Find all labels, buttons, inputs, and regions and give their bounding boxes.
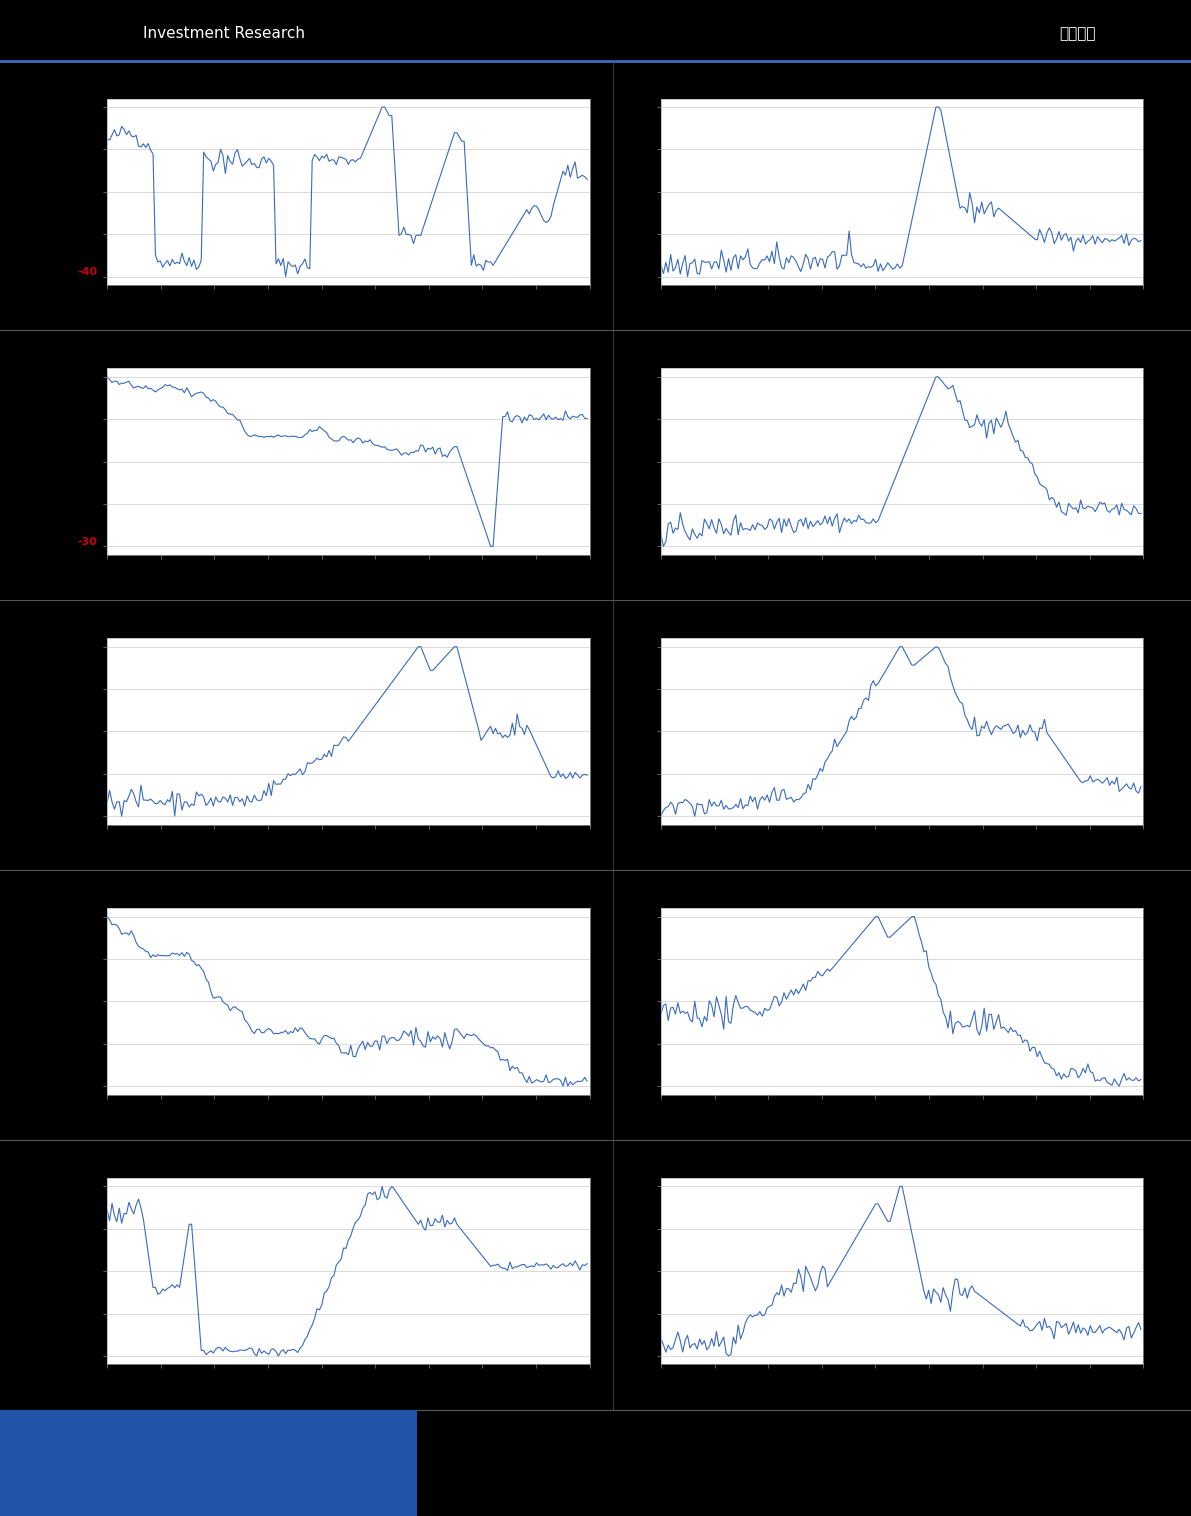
Text: -30: -30 bbox=[77, 537, 98, 547]
Text: -40: -40 bbox=[77, 267, 98, 277]
Text: 估值局报: 估值局报 bbox=[1059, 26, 1096, 41]
Text: Investment Research: Investment Research bbox=[143, 26, 305, 41]
